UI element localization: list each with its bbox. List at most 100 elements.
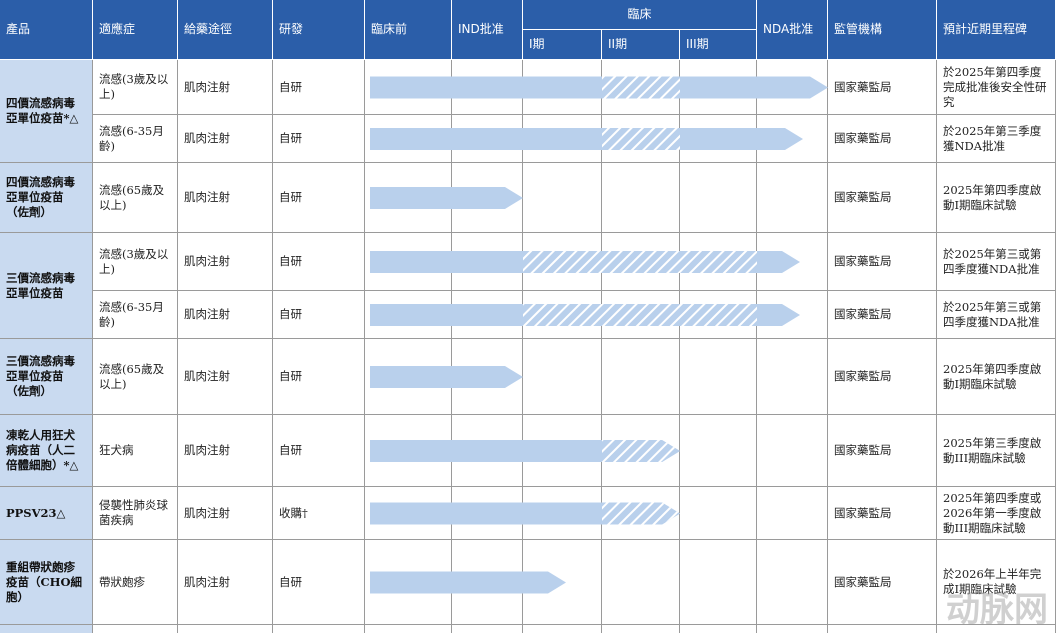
route: 肌肉注射	[178, 60, 273, 115]
route: 肌肉注射	[178, 415, 273, 487]
stage-cell	[452, 415, 523, 487]
phase-header: II期	[602, 30, 680, 60]
development: 收購†	[273, 487, 365, 540]
stage-cell	[757, 487, 828, 540]
route: 肌肉注射	[178, 163, 273, 233]
stage-cell	[452, 233, 523, 291]
product-name: 三價流感病毒亞單位疫苗（佐劑）	[0, 339, 93, 415]
stage-cell	[602, 60, 680, 115]
stage-cell	[602, 339, 680, 415]
stage-cell	[680, 60, 757, 115]
regulator: 國家藥監局	[828, 60, 937, 115]
milestone: 2025年第四季度啟動I期臨床試驗	[937, 339, 1056, 415]
phase-header: III期	[680, 30, 757, 60]
header-cell: NDA批准	[757, 0, 828, 60]
stage-cell	[602, 115, 680, 163]
stage-cell	[602, 163, 680, 233]
stage-cell	[365, 60, 452, 115]
stage-cell	[452, 163, 523, 233]
stage-cell	[757, 233, 828, 291]
milestone: 2025年第四季度啟動I期臨床試驗	[937, 163, 1056, 233]
header-cell: 研發	[273, 0, 365, 60]
stage-cell	[523, 115, 602, 163]
cell-edge	[365, 625, 452, 633]
stage-cell	[602, 233, 680, 291]
regulator: 國家藥監局	[828, 540, 937, 625]
regulator: 國家藥監局	[828, 163, 937, 233]
product-name: 三價流感病毒亞單位疫苗	[0, 233, 93, 339]
regulator: 國家藥監局	[828, 233, 937, 291]
milestone: 於2025年第三或第四季度獲NDA批准	[937, 233, 1056, 291]
phase-header: I期	[523, 30, 602, 60]
stage-cell	[680, 487, 757, 540]
stage-cell	[365, 291, 452, 339]
stage-cell	[602, 487, 680, 540]
stage-cell	[523, 415, 602, 487]
indication: 狂犬病	[93, 415, 178, 487]
stage-cell	[452, 487, 523, 540]
indication: 流感(3歲及以上)	[93, 233, 178, 291]
indication: 帶狀皰疹	[93, 540, 178, 625]
product-name: 凍乾人用狂犬病疫苗（人二倍體細胞）*△	[0, 415, 93, 487]
header-cell: 產品	[0, 0, 93, 60]
route: 肌肉注射	[178, 115, 273, 163]
regulator: 國家藥監局	[828, 115, 937, 163]
cell-edge	[680, 625, 757, 633]
stage-cell	[365, 115, 452, 163]
cell-edge	[602, 625, 680, 633]
stage-cell	[365, 339, 452, 415]
watermark: 动脉网	[946, 590, 1048, 630]
header-cell: 給藥途徑	[178, 0, 273, 60]
stage-cell	[680, 540, 757, 625]
stage-cell	[452, 115, 523, 163]
indication: 流感(3歲及以上)	[93, 60, 178, 115]
stage-cell	[523, 339, 602, 415]
development: 自研	[273, 415, 365, 487]
indication: 流感(6-35月齡)	[93, 291, 178, 339]
header-cell: 臨床前	[365, 0, 452, 60]
regulator: 國家藥監局	[828, 415, 937, 487]
stage-cell	[452, 291, 523, 339]
header-cell: 預計近期里程碑	[937, 0, 1056, 60]
stage-cell	[602, 291, 680, 339]
development: 自研	[273, 163, 365, 233]
stage-cell	[365, 163, 452, 233]
stage-cell	[757, 60, 828, 115]
indication: 流感(65歲及以上)	[93, 339, 178, 415]
stage-cell	[680, 163, 757, 233]
product-name: 四價流感病毒亞單位疫苗*△	[0, 60, 93, 163]
development: 自研	[273, 339, 365, 415]
cell-edge	[757, 625, 828, 633]
cell-edge	[273, 625, 365, 633]
stage-cell	[602, 415, 680, 487]
cell-edge	[452, 625, 523, 633]
development: 自研	[273, 60, 365, 115]
stage-cell	[365, 415, 452, 487]
route: 肌肉注射	[178, 540, 273, 625]
stage-cell	[680, 339, 757, 415]
milestone: 於2025年第四季度完成批准後安全性研究	[937, 60, 1056, 115]
milestone: 於2025年第三季度獲NDA批准	[937, 115, 1056, 163]
cell-edge	[828, 625, 937, 633]
indication: 流感(6-35月齡)	[93, 115, 178, 163]
milestone: 2025年第四季度或2026年第一季度啟動III期臨床試驗	[937, 487, 1056, 540]
stage-cell	[757, 540, 828, 625]
cell-edge	[178, 625, 273, 633]
regulator: 國家藥監局	[828, 339, 937, 415]
route: 肌肉注射	[178, 291, 273, 339]
stage-cell	[523, 163, 602, 233]
stage-cell	[452, 60, 523, 115]
stage-cell	[757, 115, 828, 163]
header-cell: 監管機構	[828, 0, 937, 60]
header-cell: 適應症	[93, 0, 178, 60]
route: 肌肉注射	[178, 487, 273, 540]
stage-cell	[452, 540, 523, 625]
stage-cell	[757, 163, 828, 233]
cell-edge	[0, 625, 93, 633]
stage-cell	[523, 233, 602, 291]
milestone: 2025年第三季度啟動III期臨床試驗	[937, 415, 1056, 487]
stage-cell	[680, 291, 757, 339]
regulator: 國家藥監局	[828, 487, 937, 540]
development: 自研	[273, 291, 365, 339]
